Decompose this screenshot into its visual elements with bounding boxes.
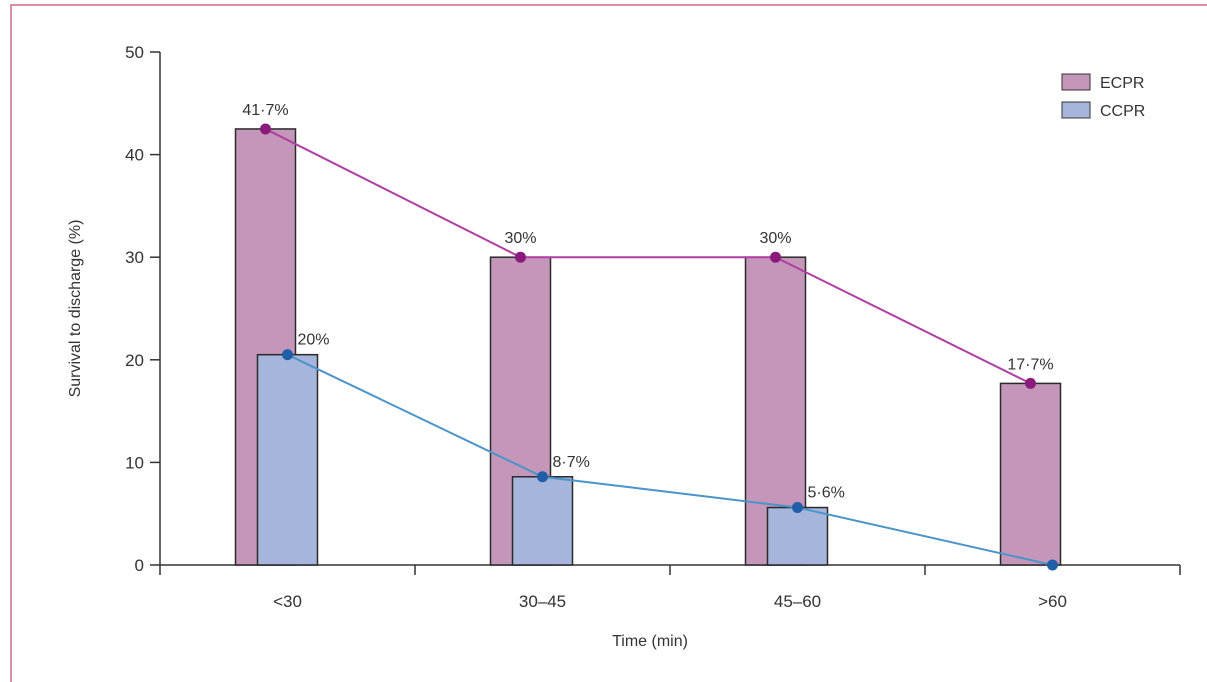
data-label-ccpr-30-45: 8·7% (553, 454, 590, 471)
data-labels: 41·7% 30% 30% 17·7% 20% 8·7% 5·6% (242, 102, 1053, 502)
marker-ccpr-30 (282, 349, 293, 361)
data-label-ccpr-45-60: 5·6% (808, 485, 845, 502)
bar-ccpr-30 (256, 353, 319, 566)
data-label-ecpr-45-60: 30% (759, 230, 791, 247)
y-tick-label: 20 (125, 351, 144, 370)
x-tick-label-45-60: 45–60 (774, 592, 821, 611)
data-label-ecpr-60: 17·7% (1007, 356, 1053, 373)
y-axis-title: Survival to discharge (%) (67, 220, 84, 398)
legend-label-ccpr: CCPR (1100, 103, 1145, 120)
x-axis-title: Time (min) (612, 633, 688, 650)
y-tick-label: 0 (135, 556, 144, 575)
marker-ecpr-60 (1025, 377, 1036, 389)
y-tick-label: 30 (125, 248, 144, 267)
data-label-ecpr-30: 41·7% (242, 102, 288, 119)
series-lines (265, 128, 1053, 566)
marker-ccpr-60 (1047, 559, 1058, 571)
marker-ecpr-30 (260, 123, 271, 135)
marker-ccpr-45-60 (792, 502, 803, 514)
legend: ECPR CCPR (1061, 73, 1145, 120)
legend-swatch-ccpr (1061, 101, 1091, 119)
x-tick-label-60: >60 (1038, 592, 1067, 611)
bar-ecpr-60 (999, 382, 1062, 566)
series-markers (260, 123, 1058, 571)
line-ecpr (265, 128, 1031, 385)
legend-swatch-ecpr (1061, 73, 1091, 91)
x-tick-label-30: <30 (273, 592, 302, 611)
bars (234, 128, 1062, 566)
y-ticks: 0 10 20 30 40 50 (125, 43, 160, 575)
x-tick-label-30-45: 30–45 (519, 592, 566, 611)
marker-ecpr-45-60 (770, 251, 781, 263)
bar-ccpr-30-45 (511, 476, 574, 566)
marker-ccpr-30-45 (537, 471, 548, 483)
marker-ecpr-30-45 (515, 251, 526, 263)
legend-label-ecpr: ECPR (1100, 75, 1144, 92)
y-tick-label: 10 (125, 453, 144, 472)
line-ccpr (287, 353, 1053, 566)
bar-ccpr-45-60 (766, 506, 829, 566)
data-label-ccpr-30: 20% (298, 332, 330, 349)
data-label-ecpr-30-45: 30% (504, 230, 536, 247)
x-ticks: <30 30–45 45–60 >60 (159, 565, 1181, 611)
y-tick-label: 50 (125, 43, 144, 62)
chart-frame (10, 4, 1207, 682)
y-tick-label: 40 (125, 146, 144, 165)
